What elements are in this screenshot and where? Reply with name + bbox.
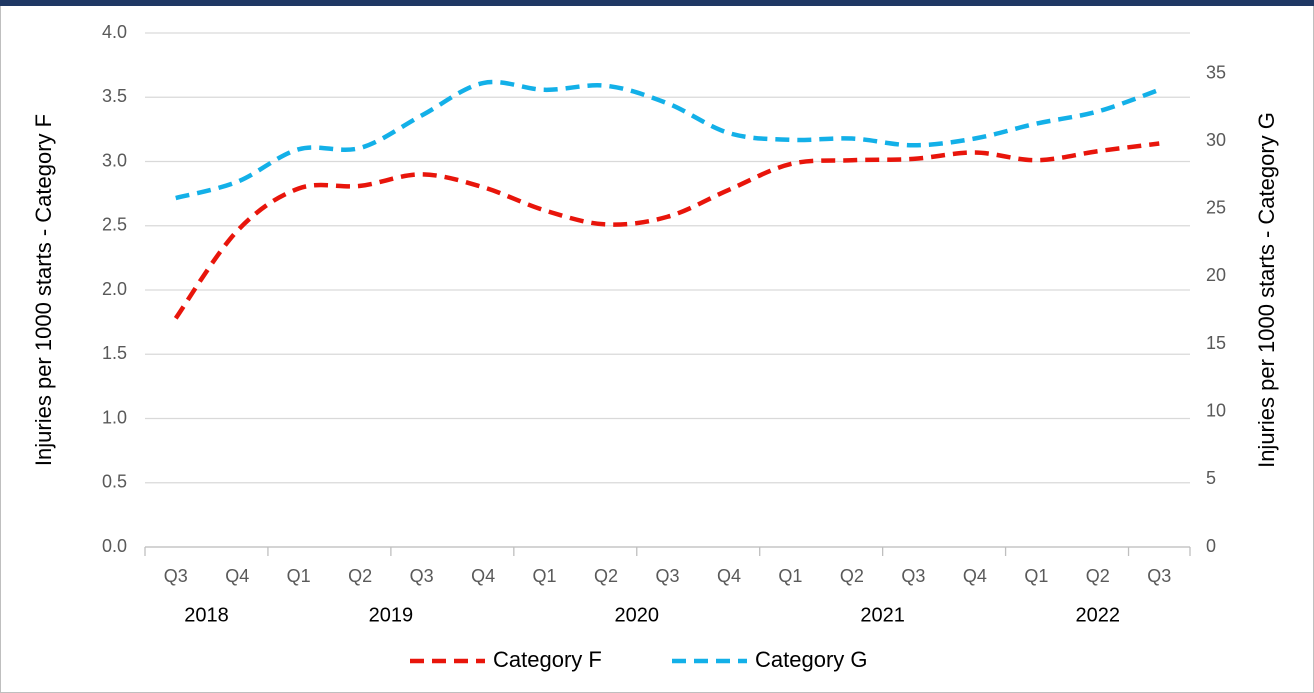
x-tick-label: Q4: [225, 566, 249, 586]
x-tick-label: Q2: [348, 566, 372, 586]
year-label: 2021: [860, 604, 905, 626]
x-tick-label: Q4: [471, 566, 495, 586]
y2-tick-label: 10: [1206, 400, 1226, 420]
y2-axis-title: Injuries per 1000 starts - Category G: [1254, 112, 1279, 468]
x-tick-label: Q2: [840, 566, 864, 586]
legend-label: Category G: [755, 647, 868, 672]
y-axis-title: Injuries per 1000 starts - Category F: [31, 114, 56, 466]
y2-tick-label: 20: [1206, 265, 1226, 285]
x-tick-label: Q4: [963, 566, 987, 586]
y2-tick-label: 15: [1206, 333, 1226, 353]
x-tick-label: Q1: [287, 566, 311, 586]
y-tick-label: 4.0: [102, 22, 127, 42]
y2-tick-label: 0: [1206, 536, 1216, 556]
x-tick-label: Q3: [901, 566, 925, 586]
year-label: 2018: [184, 604, 229, 626]
y-tick-label: 2.5: [102, 215, 127, 235]
y2-tick-label: 35: [1206, 62, 1226, 82]
y-tick-label: 0.0: [102, 536, 127, 556]
x-tick-label: Q3: [655, 566, 679, 586]
data-line: [175, 79, 1161, 201]
y-tick-label: 1.5: [102, 343, 127, 363]
y-tick-label: 2.0: [102, 279, 127, 299]
y-tick-label: 3.5: [102, 86, 127, 106]
x-tick-label: Q4: [717, 566, 741, 586]
x-tick-label: Q3: [1147, 566, 1171, 586]
x-tick-label: Q3: [410, 566, 434, 586]
y-tick-label: 3.0: [102, 150, 127, 170]
y2-tick-label: 30: [1206, 130, 1226, 150]
x-tick-label: Q1: [778, 566, 802, 586]
x-tick-label: Q3: [164, 566, 188, 586]
data-line: [173, 141, 1160, 320]
y2-tick-label: 25: [1206, 198, 1226, 218]
year-label: 2019: [369, 604, 414, 626]
top-bar: [0, 0, 1314, 6]
y-tick-label: 1.0: [102, 407, 127, 427]
x-tick-label: Q2: [1086, 566, 1110, 586]
year-label: 2020: [615, 604, 660, 626]
y-tick-label: 0.5: [102, 472, 127, 492]
legend-label: Category F: [493, 647, 602, 672]
x-tick-label: Q2: [594, 566, 618, 586]
x-tick-label: Q1: [533, 566, 557, 586]
year-label: 2022: [1076, 604, 1121, 626]
y2-tick-label: 5: [1206, 468, 1216, 488]
x-tick-label: Q1: [1024, 566, 1048, 586]
